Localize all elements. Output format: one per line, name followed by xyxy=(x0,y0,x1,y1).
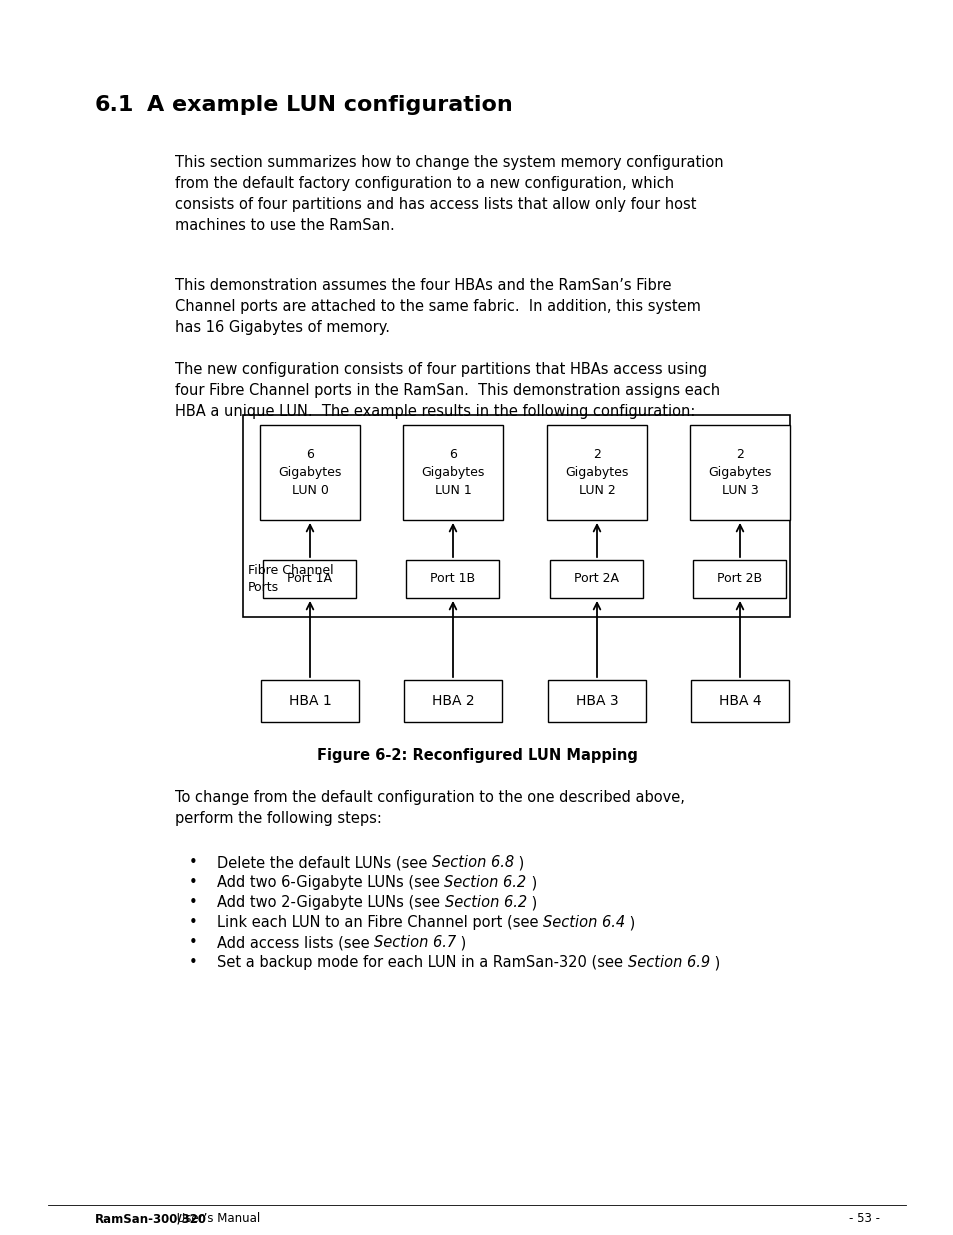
Bar xyxy=(693,559,785,598)
Text: Link each LUN to an Fibre Channel port (see: Link each LUN to an Fibre Channel port (… xyxy=(216,915,542,930)
Text: Set a backup mode for each LUN in a RamSan-320 (see: Set a backup mode for each LUN in a RamS… xyxy=(216,955,627,969)
Text: •: • xyxy=(189,876,197,890)
Text: ): ) xyxy=(526,876,537,890)
Text: ): ) xyxy=(514,855,524,869)
Text: This section summarizes how to change the system memory configuration
from the d: This section summarizes how to change th… xyxy=(174,156,723,233)
Text: Figure 6-2: Reconfigured LUN Mapping: Figure 6-2: Reconfigured LUN Mapping xyxy=(316,748,637,763)
Text: •: • xyxy=(189,915,197,930)
Text: Add access lists (see: Add access lists (see xyxy=(216,935,374,950)
Text: Section 6.2: Section 6.2 xyxy=(444,895,526,910)
Bar xyxy=(550,559,643,598)
Text: Section 6.7: Section 6.7 xyxy=(374,935,456,950)
Text: Fibre Channel
Ports: Fibre Channel Ports xyxy=(248,564,334,594)
Bar xyxy=(260,425,359,520)
Bar xyxy=(690,680,788,722)
Text: HBA 3: HBA 3 xyxy=(575,694,618,708)
Text: Section 6.8: Section 6.8 xyxy=(432,855,514,869)
Text: Add two 6-Gigabyte LUNs (see: Add two 6-Gigabyte LUNs (see xyxy=(216,876,444,890)
Text: HBA 2: HBA 2 xyxy=(432,694,474,708)
Text: RamSan-300/320: RamSan-300/320 xyxy=(95,1212,207,1225)
Text: User’s Manual: User’s Manual xyxy=(172,1212,260,1225)
Text: Port 2A: Port 2A xyxy=(574,573,618,585)
Bar xyxy=(547,680,645,722)
Text: 2
Gigabytes
LUN 2: 2 Gigabytes LUN 2 xyxy=(565,448,628,496)
Text: 6.1: 6.1 xyxy=(95,95,134,115)
Bar xyxy=(243,415,789,618)
Text: The new configuration consists of four partitions that HBAs access using
four Fi: The new configuration consists of four p… xyxy=(174,362,720,419)
Text: Section 6.9: Section 6.9 xyxy=(627,955,709,969)
Bar xyxy=(263,559,356,598)
Bar xyxy=(546,425,646,520)
Bar xyxy=(406,559,499,598)
Text: Section 6.2: Section 6.2 xyxy=(444,876,526,890)
Text: ): ) xyxy=(456,935,466,950)
Text: This demonstration assumes the four HBAs and the RamSan’s Fibre
Channel ports ar: This demonstration assumes the four HBAs… xyxy=(174,278,700,335)
Bar xyxy=(261,680,358,722)
Text: Section 6.4: Section 6.4 xyxy=(542,915,624,930)
Text: To change from the default configuration to the one described above,
perform the: To change from the default configuration… xyxy=(174,790,684,826)
Text: Port 2B: Port 2B xyxy=(717,573,761,585)
Text: •: • xyxy=(189,895,197,910)
Text: •: • xyxy=(189,935,197,950)
Text: ): ) xyxy=(624,915,635,930)
Text: ): ) xyxy=(709,955,720,969)
Text: 6
Gigabytes
LUN 1: 6 Gigabytes LUN 1 xyxy=(421,448,484,496)
Bar xyxy=(402,425,502,520)
Text: •: • xyxy=(189,855,197,869)
Text: HBA 1: HBA 1 xyxy=(289,694,331,708)
Text: •: • xyxy=(189,955,197,969)
Text: Port 1B: Port 1B xyxy=(430,573,475,585)
Text: Add two 2-Gigabyte LUNs (see: Add two 2-Gigabyte LUNs (see xyxy=(216,895,444,910)
Text: - 53 -: - 53 - xyxy=(848,1212,879,1225)
Text: 6
Gigabytes
LUN 0: 6 Gigabytes LUN 0 xyxy=(278,448,341,496)
Text: ): ) xyxy=(526,895,537,910)
Text: 2
Gigabytes
LUN 3: 2 Gigabytes LUN 3 xyxy=(707,448,771,496)
Text: Port 1A: Port 1A xyxy=(287,573,333,585)
Text: HBA 4: HBA 4 xyxy=(718,694,760,708)
Bar xyxy=(689,425,789,520)
Text: A example LUN configuration: A example LUN configuration xyxy=(147,95,512,115)
Bar xyxy=(403,680,501,722)
Text: Delete the default LUNs (see: Delete the default LUNs (see xyxy=(216,855,432,869)
